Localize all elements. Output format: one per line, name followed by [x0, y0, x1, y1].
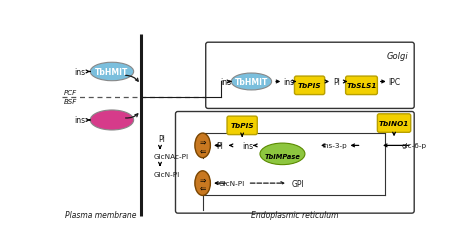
Text: PI: PI	[333, 78, 340, 87]
Text: Plasma membrane: Plasma membrane	[65, 210, 137, 220]
Text: GlcNAc-PI: GlcNAc-PI	[154, 154, 189, 160]
Text: ins-3-p: ins-3-p	[322, 143, 347, 149]
Text: PCF: PCF	[64, 90, 77, 96]
Ellipse shape	[260, 144, 305, 165]
Ellipse shape	[90, 110, 134, 130]
Text: GPI: GPI	[292, 179, 304, 188]
Text: PI: PI	[158, 134, 165, 143]
Ellipse shape	[231, 74, 272, 90]
FancyBboxPatch shape	[294, 77, 325, 95]
Text: TbPIS: TbPIS	[298, 83, 321, 89]
Text: ins: ins	[74, 68, 86, 77]
Text: TbIMPase: TbIMPase	[264, 154, 301, 160]
FancyBboxPatch shape	[377, 114, 410, 133]
Text: ⇒
⇐: ⇒ ⇐	[200, 175, 206, 192]
Ellipse shape	[90, 63, 134, 82]
Text: ins: ins	[283, 78, 294, 87]
FancyBboxPatch shape	[346, 77, 377, 95]
Text: glc-6-p: glc-6-p	[401, 143, 427, 149]
Text: ins: ins	[220, 78, 231, 87]
FancyBboxPatch shape	[227, 117, 257, 135]
Ellipse shape	[195, 171, 210, 196]
Text: ins: ins	[242, 141, 253, 150]
Text: Endoplasmic reticulum: Endoplasmic reticulum	[251, 210, 338, 220]
Text: TbHMIT: TbHMIT	[235, 78, 268, 87]
Text: TbPIS: TbPIS	[230, 123, 254, 129]
Text: ins: ins	[74, 116, 86, 125]
Text: GlcN-PI: GlcN-PI	[218, 180, 245, 186]
Ellipse shape	[195, 134, 210, 158]
Text: ⇒
⇐: ⇒ ⇐	[200, 137, 206, 154]
Text: IPC: IPC	[388, 78, 400, 87]
Text: TbHMIT: TbHMIT	[95, 68, 128, 77]
Text: BSF: BSF	[64, 98, 77, 104]
Text: TbSLS1: TbSLS1	[346, 83, 377, 89]
FancyBboxPatch shape	[175, 112, 414, 213]
Text: PI: PI	[216, 141, 223, 150]
Text: Golgi: Golgi	[387, 52, 409, 60]
FancyBboxPatch shape	[206, 43, 414, 109]
Text: TbINO1: TbINO1	[379, 120, 409, 126]
Text: GlcN-PI: GlcN-PI	[154, 171, 180, 177]
